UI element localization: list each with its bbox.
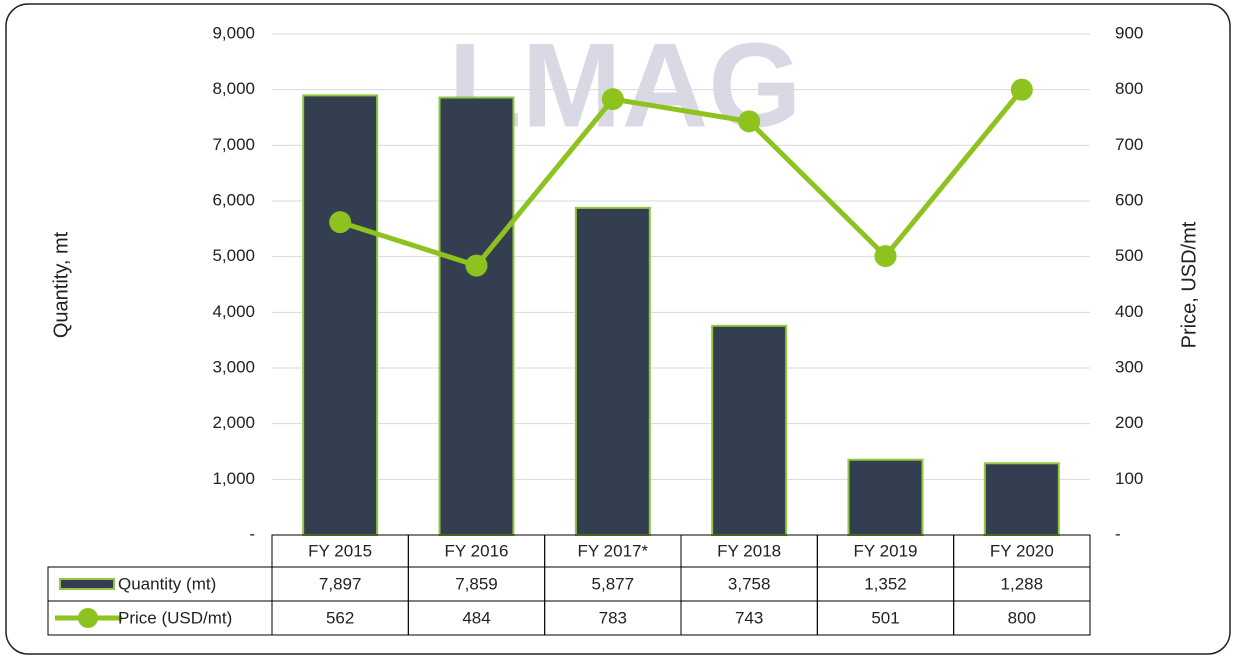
y2-tick-label: 100	[1115, 469, 1143, 488]
y-tick-label: 1,000	[212, 469, 255, 488]
table-value: 501	[871, 608, 899, 627]
y-tick-label: 9,000	[212, 23, 255, 42]
x-tick-label: FY 2017*	[578, 541, 649, 560]
price-marker	[329, 211, 352, 234]
y-tick-label: 3,000	[212, 357, 255, 376]
table-value: 5,877	[592, 574, 635, 593]
x-tick-label: FY 2020	[990, 541, 1054, 560]
y2-tick-label: -	[1115, 524, 1121, 543]
y2-tick-label: 800	[1115, 79, 1143, 98]
price-line	[339, 88, 1024, 269]
bar	[574, 206, 651, 537]
y-tick-label: 4,000	[212, 302, 255, 321]
price-marker	[465, 254, 488, 277]
y-tick-label: 7,000	[212, 135, 255, 154]
y2-tick-label: 500	[1115, 246, 1143, 265]
bar	[711, 324, 788, 536]
x-tick-label: FY 2018	[717, 541, 781, 560]
table-value: 484	[462, 608, 490, 627]
table-value: 1,288	[1001, 574, 1044, 593]
y2-tick-label: 300	[1115, 357, 1143, 376]
table-value: 783	[599, 608, 627, 627]
y-tick-label: 2,000	[212, 413, 255, 432]
y2-tick-label: 400	[1115, 302, 1143, 321]
table-value: 743	[735, 608, 763, 627]
x-tick-label: FY 2019	[854, 541, 918, 560]
bar	[438, 96, 515, 537]
y-tick-label: 8,000	[212, 79, 255, 98]
y-tick-label: -	[249, 524, 255, 543]
x-tick-label: FY 2015	[308, 541, 372, 560]
table-value: 7,897	[319, 574, 362, 593]
price-marker	[874, 245, 897, 268]
y2-axis-title: Price, USD/mt	[1178, 221, 1200, 348]
legend-label: Quantity (mt)	[118, 574, 216, 593]
table-value: 562	[326, 608, 354, 627]
y2-tick-label: 700	[1115, 135, 1143, 154]
table-value: 3,758	[728, 574, 771, 593]
y2-tick-label: 900	[1115, 23, 1143, 42]
y2-tick-label: 600	[1115, 190, 1143, 209]
price-marker	[601, 88, 624, 111]
table-value: 7,859	[455, 574, 498, 593]
table-cell	[47, 600, 273, 636]
legend-marker	[78, 608, 98, 628]
price-marker	[738, 110, 761, 133]
bar	[847, 458, 924, 537]
y-tick-label: 5,000	[212, 246, 255, 265]
bar	[983, 462, 1060, 536]
legend-label: Price (USD/mt)	[118, 608, 232, 627]
bar	[302, 94, 379, 536]
table-value: 1,352	[864, 574, 907, 593]
y-tick-label: 6,000	[212, 190, 255, 209]
table-cell	[953, 600, 1091, 636]
price-marker	[1010, 78, 1033, 101]
x-tick-label: FY 2016	[445, 541, 509, 560]
y2-tick-label: 200	[1115, 413, 1143, 432]
y-axis-title: Quantity, mt	[50, 231, 72, 338]
legend-swatch	[59, 578, 115, 590]
table-value: 800	[1008, 608, 1036, 627]
